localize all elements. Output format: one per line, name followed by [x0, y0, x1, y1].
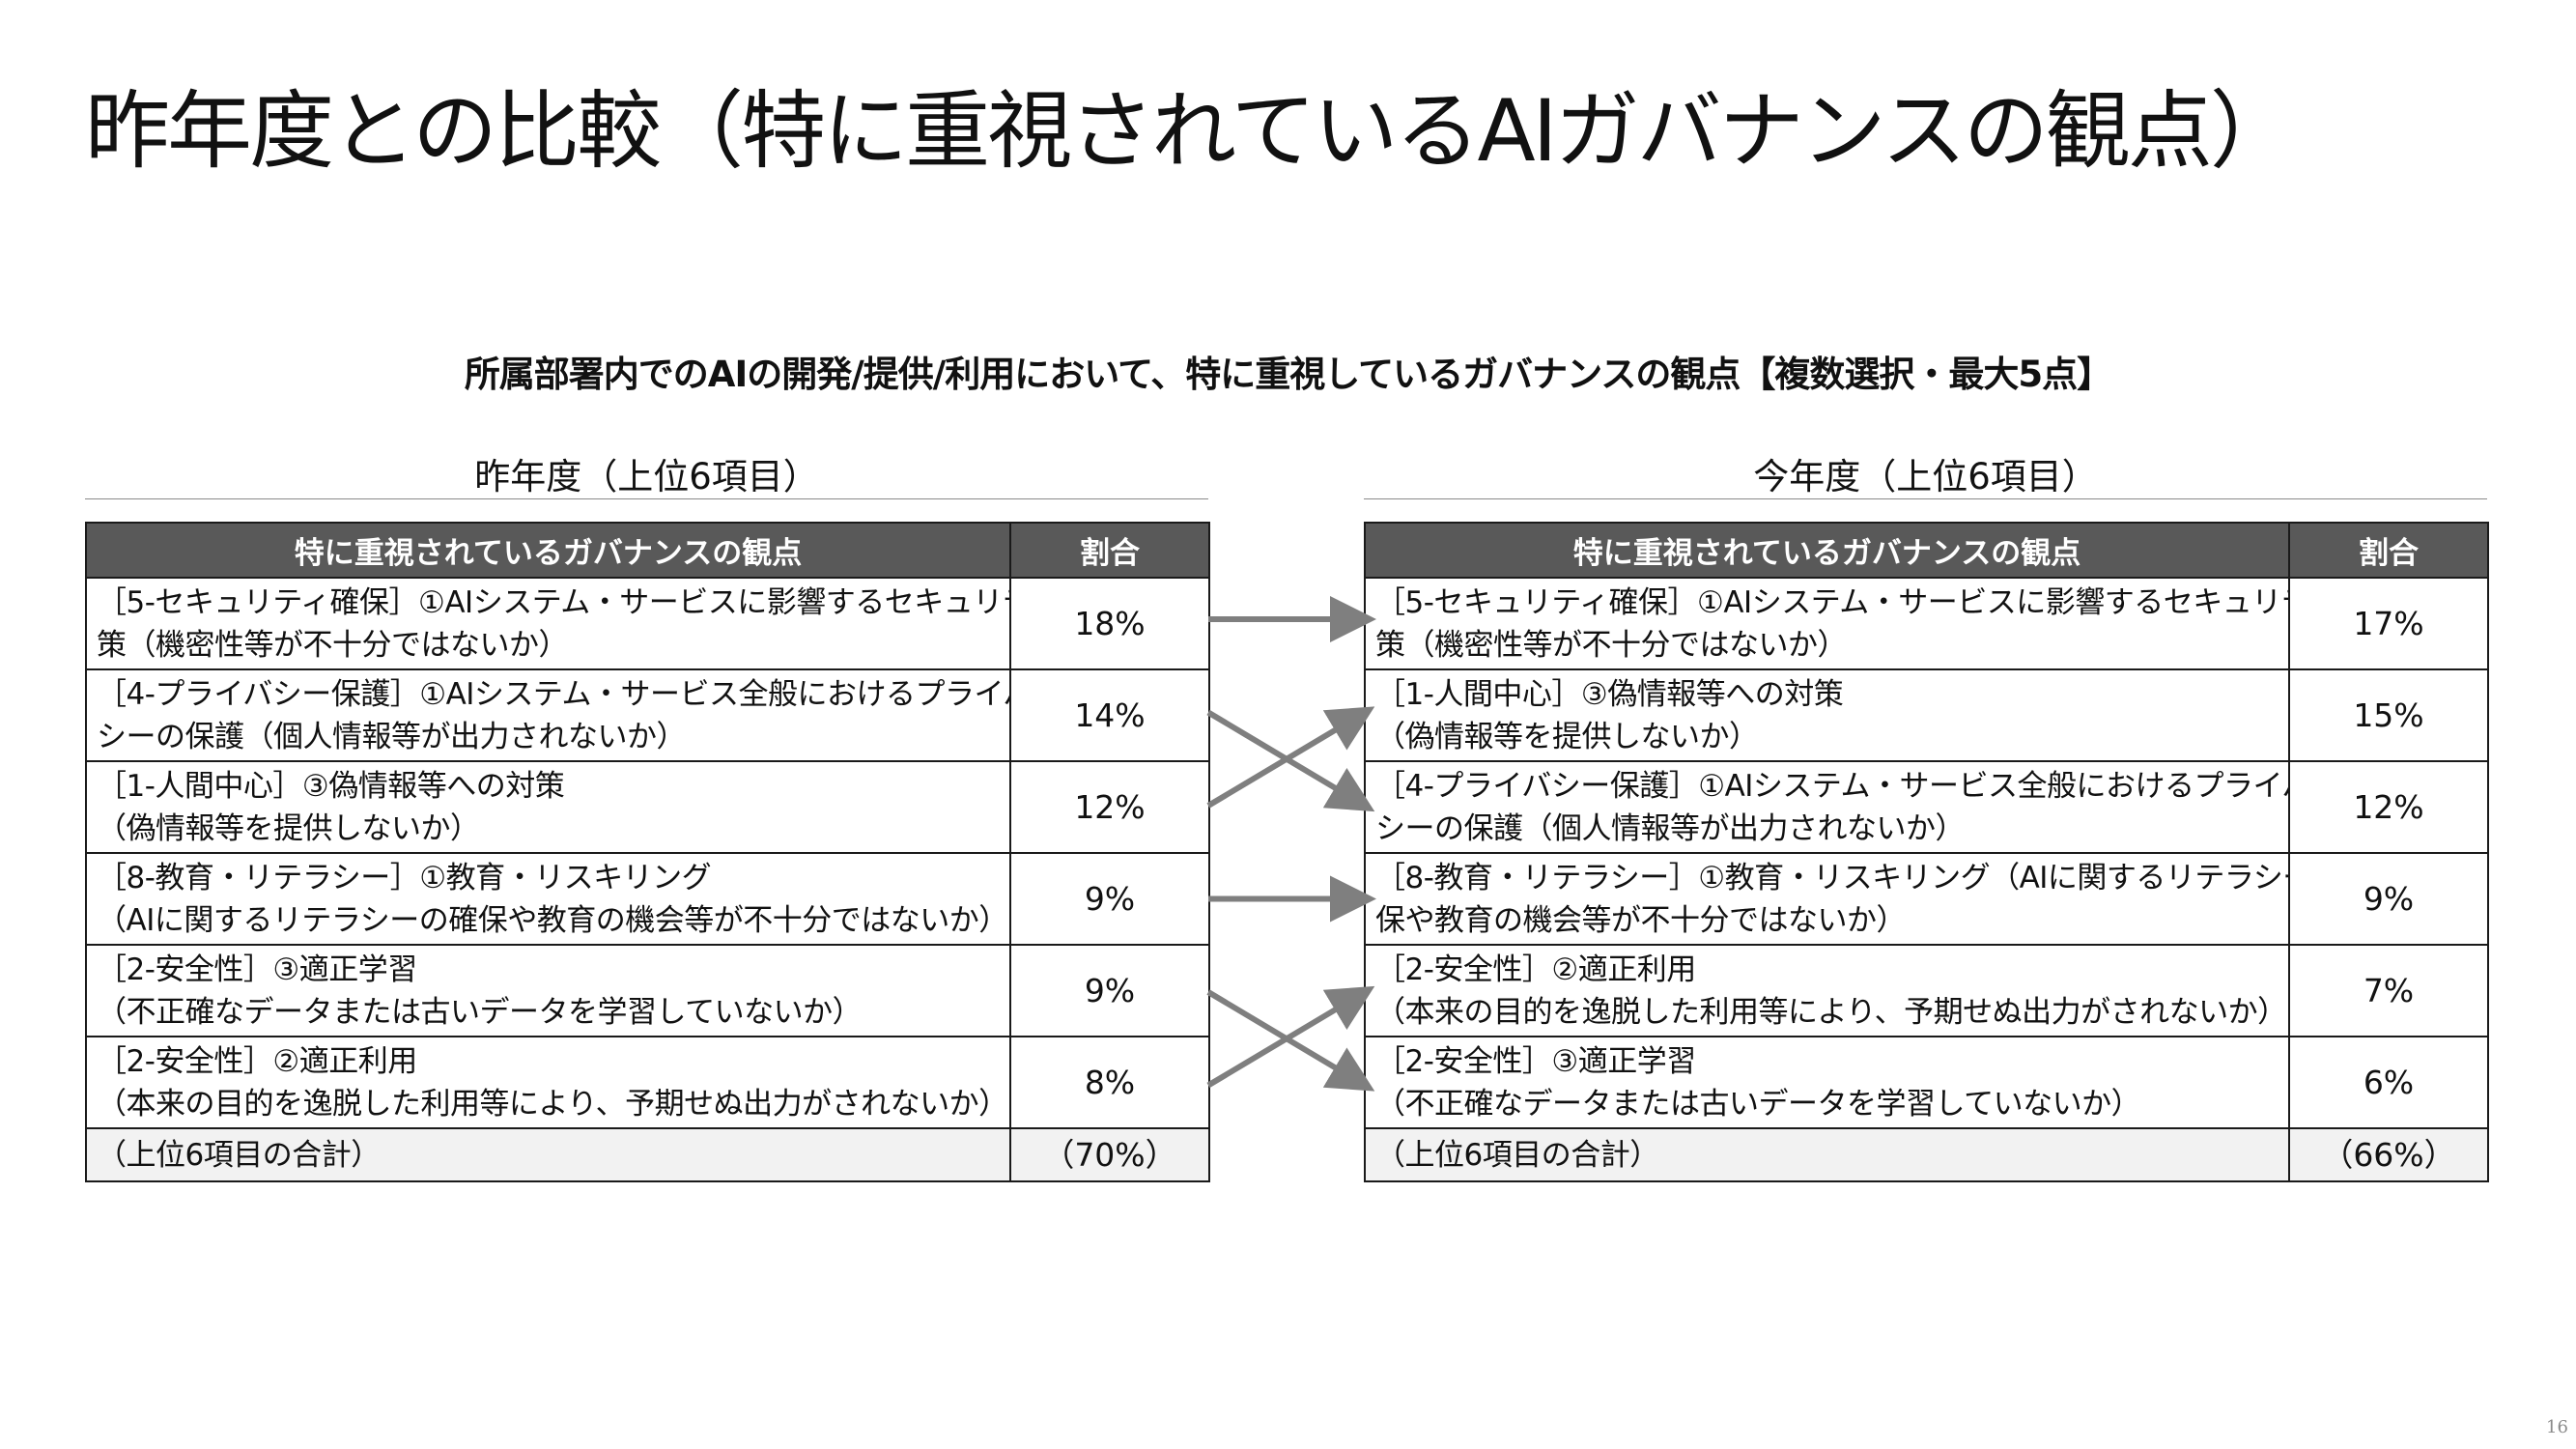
- column-header-item: 特に重視されているガバナンスの観点: [85, 522, 1011, 579]
- row-label-line2: （AIに関するリテラシーの確保や教育の機会等が不十分ではないか）: [97, 902, 1008, 938]
- row-label-line2: （不正確なデータまたは古いデータを学習していないか）: [1375, 1086, 2141, 1122]
- row-label: ［5-セキュリティ確保］①AIシステム・サービスに影響するセキュリティ対 策（機密…: [85, 577, 1011, 670]
- table-row: ［4-プライバシー保護］①AIシステム・サービス全般におけるプライバ シーの保護（…: [85, 668, 1210, 762]
- row-label-line2: （本来の目的を逸脱した利用等により、予期せぬ出力がされないか）: [97, 1086, 1008, 1122]
- survey-question: 所属部署内でのAIの開発/提供/利用において、特に重視しているガバナンスの観点【…: [464, 354, 2112, 395]
- row-label: ［4-プライバシー保護］①AIシステム・サービス全般におけるプライバ シーの保護（…: [1364, 760, 2290, 854]
- slide-title: 昨年度との比較（特に重視されているAIガバナンスの観点）: [85, 81, 2295, 181]
- rank-arrow-6: [1206, 985, 1375, 1089]
- table-row: ［2-安全性］②適正利用 （本来の目的を逸脱した利用等により、予期せぬ出力がされな…: [85, 1036, 1210, 1129]
- row-share: 12%: [2288, 760, 2489, 854]
- row-share: 9%: [2288, 852, 2489, 946]
- row-label: ［2-安全性］②適正利用 （本来の目的を逸脱した利用等により、予期せぬ出力がされな…: [85, 1036, 1011, 1129]
- row-share: 14%: [1009, 668, 1210, 762]
- row-share: 7%: [2288, 944, 2489, 1037]
- row-label-line2: （偽情報等を提供しないか）: [97, 810, 480, 846]
- row-label-line1: ［4-プライバシー保護］①AIシステム・サービス全般におけるプライバ: [97, 676, 1010, 712]
- row-label: ［5-セキュリティ確保］①AIシステム・サービスに影響するセキュリティ対 策（機密…: [1364, 577, 2290, 670]
- total-label: （上位6項目の合計）: [85, 1127, 1011, 1182]
- row-label-line1: ［2-安全性］③適正学習: [1375, 1043, 1696, 1079]
- row-share: 8%: [1009, 1036, 1210, 1129]
- row-label-line2: （不正確なデータまたは古いデータを学習していないか）: [97, 994, 863, 1030]
- table-row: ［2-安全性］③適正学習 （不正確なデータまたは古いデータを学習していないか） 6…: [1364, 1036, 2489, 1129]
- table-header-row: 特に重視されているガバナンスの観点 割合: [85, 522, 1210, 579]
- column-header-share: 割合: [2288, 522, 2489, 579]
- page-number: 16: [2546, 1417, 2568, 1437]
- row-label-line1: ［2-安全性］③適正学習: [97, 952, 417, 987]
- total-row: （上位6項目の合計） （70%）: [85, 1127, 1210, 1182]
- rank-arrow-3: [1206, 706, 1375, 809]
- table-header-row: 特に重視されているガバナンスの観点 割合: [1364, 522, 2489, 579]
- row-label: ［2-安全性］③適正学習 （不正確なデータまたは古いデータを学習していないか）: [1364, 1036, 2290, 1129]
- rank-change-arrows: [1206, 596, 1376, 1092]
- row-share: 18%: [1009, 577, 1210, 670]
- table-row: ［8-教育・リテラシー］①教育・リスキリング（AIに関するリテラシーの確保や教育…: [1364, 852, 2489, 946]
- row-label: ［1-人間中心］③偽情報等への対策 （偽情報等を提供しないか）: [85, 760, 1011, 854]
- row-label-line1: ［1-人間中心］③偽情報等への対策: [1375, 676, 1844, 712]
- table-row: ［2-安全性］②適正利用 （本来の目的を逸脱した利用等により、予期せぬ出力がされな…: [1364, 944, 2489, 1037]
- row-share: 12%: [1009, 760, 1210, 854]
- total-row: （上位6項目の合計） （66%）: [1364, 1127, 2489, 1182]
- row-label-line1: ［1-人間中心］③偽情報等への対策: [97, 768, 565, 804]
- column-header-item: 特に重視されているガバナンスの観点: [1364, 522, 2290, 579]
- row-label-line1: ［4-プライバシー保護］①AIシステム・サービス全般におけるプライバ: [1375, 768, 2289, 804]
- row-label-line1: ［8-教育・リテラシー］①教育・リスキリング: [97, 860, 712, 895]
- total-label: （上位6項目の合計）: [1364, 1127, 2290, 1182]
- row-label: ［8-教育・リテラシー］①教育・リスキリング（AIに関するリテラシーの確保や教育…: [1364, 852, 2290, 946]
- row-label-line1: ［2-安全性］②適正利用: [1375, 952, 1696, 987]
- row-label-line2: シーの保護（個人情報等が出力されないか）: [1375, 810, 1966, 846]
- row-label-line2: （本来の目的を逸脱した利用等により、予期せぬ出力がされないか）: [1375, 994, 2287, 1030]
- row-label-line2: （偽情報等を提供しないか）: [1375, 719, 1759, 754]
- total-share: （66%）: [2288, 1127, 2489, 1182]
- total-share: （70%）: [1009, 1127, 1210, 1182]
- table-row: ［1-人間中心］③偽情報等への対策 （偽情報等を提供しないか） 12%: [85, 760, 1210, 854]
- row-label: ［8-教育・リテラシー］①教育・リスキリング （AIに関するリテラシーの確保や教育…: [85, 852, 1011, 946]
- table-row: ［4-プライバシー保護］①AIシステム・サービス全般におけるプライバ シーの保護（…: [1364, 760, 2489, 854]
- row-label: ［2-安全性］③適正学習 （不正確なデータまたは古いデータを学習していないか）: [85, 944, 1011, 1037]
- row-label-line2: シーの保護（個人情報等が出力されないか）: [97, 719, 687, 754]
- row-share: 15%: [2288, 668, 2489, 762]
- row-label-line1: ［5-セキュリティ確保］①AIシステム・サービスに影響するセキュリティ対: [97, 584, 1010, 620]
- row-label-line2: 策（機密性等が不十分ではないか）: [1375, 627, 1848, 663]
- row-share: 9%: [1009, 944, 1210, 1037]
- table-row: ［1-人間中心］③偽情報等への対策 （偽情報等を提供しないか） 15%: [1364, 668, 2489, 762]
- row-share: 9%: [1009, 852, 1210, 946]
- row-label: ［4-プライバシー保護］①AIシステム・サービス全般におけるプライバ シーの保護（…: [85, 668, 1011, 762]
- last-year-divider: [85, 498, 1208, 499]
- row-label: ［1-人間中心］③偽情報等への対策 （偽情報等を提供しないか）: [1364, 668, 2290, 762]
- row-share: 17%: [2288, 577, 2489, 670]
- last-year-heading: 昨年度（上位6項目）: [474, 456, 819, 497]
- this-year-heading: 今年度（上位6項目）: [1753, 456, 2098, 497]
- row-label-line2: 保や教育の機会等が不十分ではないか）: [1375, 902, 1907, 938]
- row-label-line1: ［5-セキュリティ確保］①AIシステム・サービスに影響するセキュリティ対: [1375, 584, 2289, 620]
- last-year-table: 特に重視されているガバナンスの観点 割合 ［5-セキュリティ確保］①AIシステム…: [85, 522, 1210, 1182]
- this-year-table: 特に重視されているガバナンスの観点 割合 ［5-セキュリティ確保］①AIシステム…: [1364, 522, 2489, 1182]
- table-row: ［5-セキュリティ確保］①AIシステム・サービスに影響するセキュリティ対 策（機密…: [85, 577, 1210, 670]
- this-year-divider: [1364, 498, 2487, 499]
- column-header-share: 割合: [1009, 522, 1210, 579]
- row-label-line1: ［2-安全性］②適正利用: [97, 1043, 417, 1079]
- row-label: ［2-安全性］②適正利用 （本来の目的を逸脱した利用等により、予期せぬ出力がされな…: [1364, 944, 2290, 1037]
- row-label-line1: ［8-教育・リテラシー］①教育・リスキリング（AIに関するリテラシーの確: [1375, 860, 2289, 895]
- row-share: 6%: [2288, 1036, 2489, 1129]
- table-row: ［8-教育・リテラシー］①教育・リスキリング （AIに関するリテラシーの確保や教育…: [85, 852, 1210, 946]
- table-row: ［5-セキュリティ確保］①AIシステム・サービスに影響するセキュリティ対 策（機密…: [1364, 577, 2489, 670]
- row-label-line2: 策（機密性等が不十分ではないか）: [97, 627, 569, 663]
- table-row: ［2-安全性］③適正学習 （不正確なデータまたは古いデータを学習していないか） 9…: [85, 944, 1210, 1037]
